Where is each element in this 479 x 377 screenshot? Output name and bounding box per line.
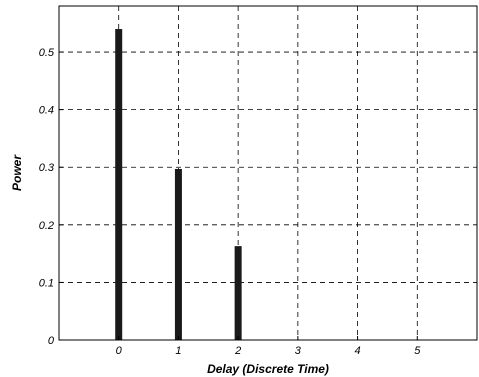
- y-tick-label: 0.2: [39, 220, 54, 232]
- bars: [115, 29, 242, 340]
- x-tick-label: 3: [295, 345, 302, 357]
- x-tick-labels: 0 1 2 3 4 5: [116, 345, 422, 357]
- y-tick-labels: 0 0.1 0.2 0.3 0.4 0.5: [39, 47, 55, 347]
- tick-marks: [59, 51, 418, 341]
- x-tick-label: 2: [234, 345, 241, 357]
- y-tick-label: 0.3: [39, 162, 55, 174]
- y-tick-label: 0.5: [39, 47, 55, 59]
- x-tick-label: 4: [355, 345, 361, 357]
- y-tick-label: 0.4: [39, 105, 54, 117]
- x-axis-label: Delay (Discrete Time): [207, 362, 329, 376]
- x-tick-label: 5: [414, 345, 421, 357]
- x-tick-label: 1: [175, 345, 181, 357]
- bar: [234, 246, 242, 340]
- y-tick-label: 0: [48, 335, 55, 347]
- y-axis-label: Power: [10, 154, 24, 191]
- plot-frame: [58, 5, 478, 341]
- bar: [115, 29, 123, 340]
- bar: [174, 168, 182, 340]
- y-tick-label: 0.1: [39, 277, 54, 289]
- x-tick-label: 0: [116, 345, 123, 357]
